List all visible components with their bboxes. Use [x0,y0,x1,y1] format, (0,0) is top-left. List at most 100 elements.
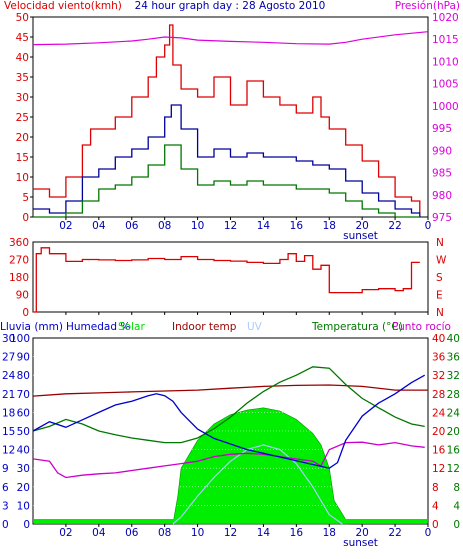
temp-right-tick-label: 12 [447,463,460,475]
temperature-line [32,366,425,444]
wind-axis-tick-label: 5 [22,192,29,204]
humidity-axis-tick-label: 100 [10,333,30,345]
pressure-axis-tick-label: 1015 [432,34,459,46]
rain-axis-tick-label: 6 [2,482,9,494]
uv-line [172,444,343,525]
temp-right-tick-label: 8 [453,482,460,494]
temp-right-tick-label: 24 [447,407,461,419]
pressure-axis-tick-label: 990 [432,145,452,157]
rain-axis-tick-label: 9 [2,463,9,475]
solar-legend-label: Solar [118,321,145,333]
indoor-line [32,384,428,397]
pressure-axis-tick-label: 1005 [432,79,459,91]
temp-left-tick-label: 40 [432,333,445,345]
temp-left-tick-label: 24 [432,407,446,419]
rain-axis-tick-label: 0 [2,519,9,531]
x-tick-label: 12 [224,220,237,232]
graph-title: 24 hour graph day : 28 Agosto 2010 [135,0,326,12]
humidity-axis-tick-label: 50 [17,426,30,438]
temp-right-tick-label: 16 [447,445,461,457]
pressure-line [32,31,429,46]
x-tick-label: 14 [257,220,271,232]
solar-area-layer [34,407,427,525]
compass-label: S [436,272,443,284]
x-tick-label: 10 [191,527,204,539]
temp-right-tick-label: 32 [447,370,460,382]
wind-axis-tick-label: 45 [16,32,29,44]
wind-axis-title: Velocidad viento(kmh) [4,0,122,12]
temp-left-tick-label: 0 [432,519,439,531]
wind-axis-tick-label: 10 [16,172,29,184]
temp-left-tick-label: 8 [432,482,439,494]
rain-axis-tick-label: 12 [2,445,15,457]
x-tick-label: 04 [92,527,106,539]
pressure-axis-tick-label: 1020 [432,12,459,24]
x-tick-label: 06 [125,220,139,232]
rain-axis-tick-label: 15 [2,426,15,438]
compass-label: W [436,255,447,267]
temp-right-tick-label: 28 [447,389,460,401]
x-tick-label: 18 [323,527,336,539]
rain-axis-title: Lluvia (mm) [0,321,63,333]
compass-label: N [436,237,444,249]
solar-baseline-strip [34,519,427,523]
temp-right-tick-label: 4 [453,500,460,512]
pressure-axis-tick-label: 1000 [432,101,459,113]
x-tick-label: 16 [290,220,304,232]
direction-axis-tick-label: 180 [9,272,29,284]
wind-axis-tick-label: 20 [16,132,29,144]
wind-axis-tick-label: 25 [16,112,29,124]
rain-axis-tick-label: 27 [2,352,15,364]
x-tick-label: 08 [158,220,171,232]
direction-axis-tick-label: 90 [16,290,29,302]
indoor-temp-legend-label: Indoor temp [172,321,237,333]
temp-left-tick-label: 32 [432,370,445,382]
x-tick-label: 10 [191,220,204,232]
direction-panel-frame [32,241,429,313]
x-tick-label: 20 [355,220,368,232]
x-tick-label: 06 [125,527,139,539]
wind-average-line [33,104,421,217]
x-tick-label: 22 [388,220,401,232]
x-tick-label: 22 [388,527,401,539]
sunset-label: sunset [343,537,378,549]
rain-axis-tick-label: 3 [2,500,9,512]
rain-axis-tick-label: 21 [2,389,15,401]
x-tick-label: 02 [59,220,72,232]
wind-axis-tick-label: 0 [22,212,29,224]
temp-right-tick-label: 36 [447,352,461,364]
wind-gust-line [33,24,421,213]
pressure-axis-tick-label: 975 [432,212,452,224]
x-tick-label: 08 [158,527,171,539]
temp-right-tick-label: 40 [447,333,460,345]
temp-left-tick-label: 4 [432,500,439,512]
temp-left-tick-label: 12 [432,463,445,475]
direction-axis-tick-label: 270 [9,255,29,267]
pressure-axis-tick-label: 985 [432,168,452,180]
humidity-axis-tick-label: 60 [17,407,30,419]
temp-left-tick-label: 28 [432,389,445,401]
pressure-axis-tick-label: 995 [432,123,452,135]
temp-left-tick-label: 36 [432,352,446,364]
wind-axis-tick-label: 40 [16,52,29,64]
x-tick-label: 0 [425,220,432,232]
compass-label: N [436,307,444,319]
humidity-axis-tick-label: 0 [23,519,30,531]
humidity-axis-tick-label: 80 [17,370,30,382]
solar-area [172,407,350,525]
x-tick-label: 12 [224,527,237,539]
humidity-axis-title: Humedad % [66,321,130,333]
rain-axis-tick-label: 24 [2,370,16,382]
x-tick-label: 14 [257,527,271,539]
uv-legend-label: UV [247,321,263,333]
humidity-axis-tick-label: 20 [17,482,30,494]
x-tick-label: 0 [425,527,432,539]
pressure-axis-tick-label: 1010 [432,56,459,68]
series-layer [32,24,429,525]
pressure-axis-tick-label: 980 [432,190,452,202]
humidity-axis-tick-label: 90 [17,352,30,364]
temp-left-tick-label: 20 [432,426,445,438]
direction-axis-tick-label: 0 [22,307,29,319]
axis-layer: 0510152025303540455097598098599099510001… [2,12,460,549]
